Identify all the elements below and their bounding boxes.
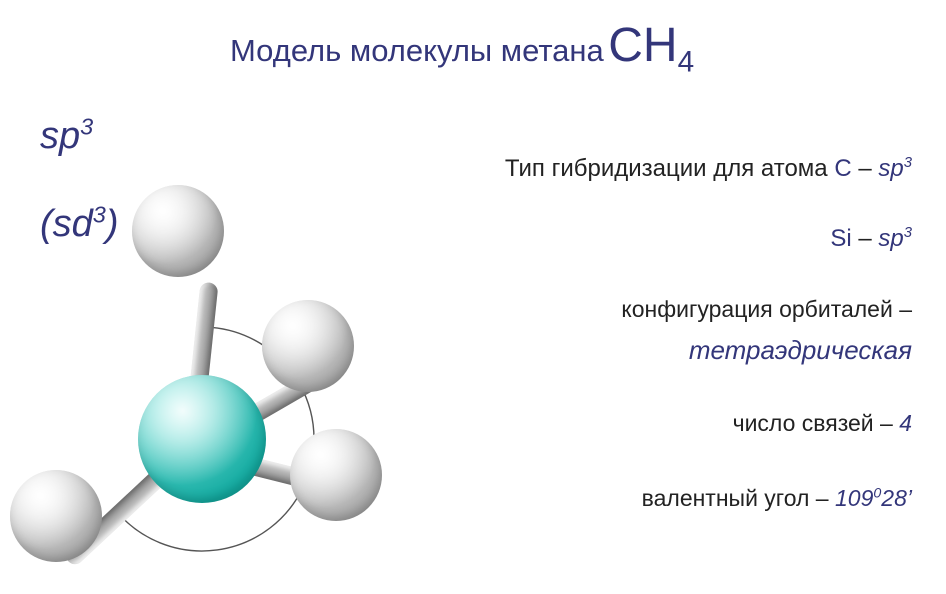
line-bond-count: число связей – 4	[733, 410, 912, 437]
line-hybridization-c: Тип гибридизации для атома C – sp3	[505, 155, 912, 183]
hydrogen-atom	[10, 470, 102, 562]
line-config-label: конфигурация орбиталей –	[621, 296, 912, 323]
line-hybridization-si: Si – sp3	[830, 225, 912, 253]
molecule-diagram	[10, 185, 390, 575]
line-config-value: тетраэдрическая	[689, 335, 912, 366]
formula-sub: 4	[678, 46, 695, 79]
label-sp3: sp3	[40, 115, 200, 158]
line-bond-angle: валентный угол – 109028’	[642, 485, 912, 512]
title-row: Модель молекулы метана CH4	[230, 18, 930, 73]
title-text: Модель молекулы метана	[230, 33, 604, 68]
hydrogen-atom	[132, 185, 224, 277]
hydrogen-atom	[262, 300, 354, 392]
title-formula: CH4	[608, 19, 694, 72]
formula-base: CH	[608, 19, 677, 72]
center-atom	[138, 375, 266, 503]
hydrogen-atom	[290, 429, 382, 521]
